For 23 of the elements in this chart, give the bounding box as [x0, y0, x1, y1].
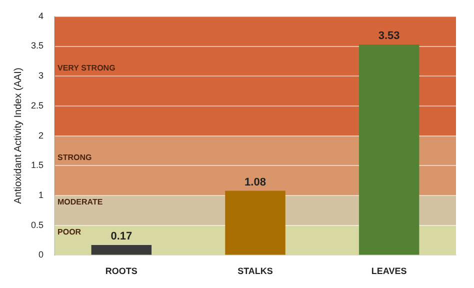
- bar: [91, 245, 152, 255]
- x-tick-label: STALKS: [238, 266, 273, 276]
- y-tick-label: 4: [38, 10, 44, 21]
- y-tick-label: 1: [38, 190, 44, 200]
- y-axis-title: Antioxidant Activity Index (AAI): [12, 68, 24, 204]
- bar: [358, 44, 420, 255]
- y-tick-label: 0.5: [30, 220, 44, 230]
- data-label: 3.53: [378, 30, 400, 42]
- y-tick-label: 1.5: [30, 160, 44, 170]
- y-tick-label: 2: [38, 130, 44, 140]
- band-label: VERY STRONG: [58, 63, 116, 72]
- x-tick-label: ROOTS: [105, 266, 138, 276]
- y-tick-label: 0: [38, 250, 44, 260]
- data-label: 0.17: [110, 230, 132, 243]
- y-tick-label: 3: [38, 70, 44, 81]
- y-tick-label: 2.5: [30, 100, 44, 110]
- data-label: 1.08: [244, 176, 266, 188]
- bar: [225, 190, 286, 255]
- y-tick-label: 3.5: [30, 40, 44, 51]
- band-label: STRONG: [58, 152, 92, 162]
- x-tick-label: LEAVES: [371, 266, 407, 276]
- band-label: MODERATE: [58, 198, 104, 207]
- band-label: POOR: [58, 227, 82, 236]
